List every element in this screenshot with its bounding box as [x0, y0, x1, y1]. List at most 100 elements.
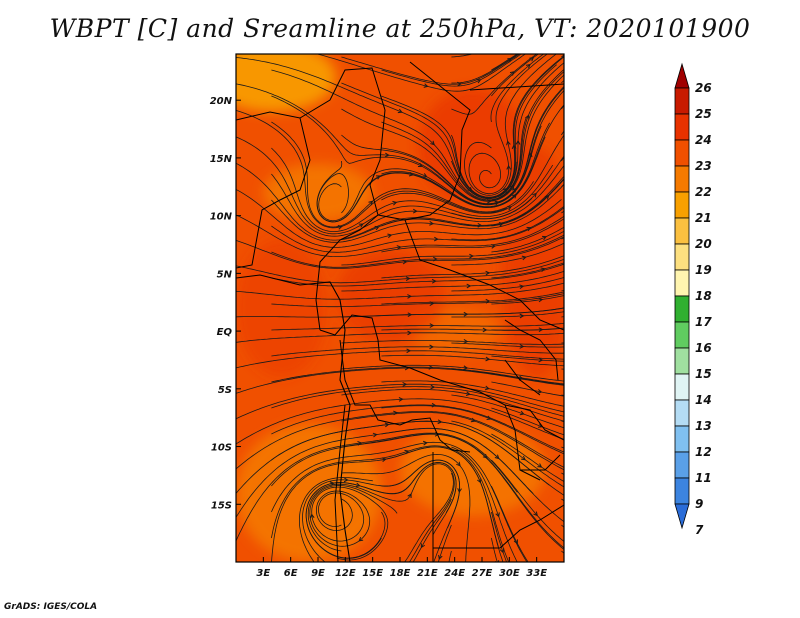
streamline-89 [451, 368, 564, 385]
streamline-arrow [431, 402, 437, 408]
colorbar-label: 7 [695, 523, 704, 537]
streamline-117 [298, 472, 454, 562]
streamline-arrow [431, 278, 437, 284]
streamline-arrow [397, 108, 403, 114]
streamline-6 [561, 54, 564, 58]
streamline-arrow [485, 298, 491, 304]
streamline-61 [451, 242, 564, 266]
streamline-84 [271, 346, 564, 357]
lon-tick-label: 6E [284, 568, 298, 579]
streamline-arrow [477, 222, 483, 228]
streamline-arrow [511, 144, 517, 150]
streamline-arrow [387, 233, 393, 239]
streamline-arrow [412, 208, 418, 214]
streamline-9 [491, 54, 518, 71]
streamline-arrow [407, 330, 413, 336]
streamline-arrow [398, 397, 404, 402]
streamline-arrow [407, 493, 412, 499]
streamline-arrow [573, 478, 577, 481]
streamline-67 [341, 271, 564, 292]
streamline-arrow [455, 54, 457, 55]
streamline-85 [381, 354, 564, 367]
streamline-arrow [495, 512, 500, 518]
streamline-41 [561, 183, 564, 188]
streamline-82 [451, 342, 564, 348]
streamline-arrow [537, 389, 543, 394]
colorbar-swatch-6 [674, 217, 690, 245]
lon-tick-label: 30E [499, 568, 520, 579]
streamline-arrow [572, 395, 576, 399]
lat-tick-label: 15S [211, 500, 232, 511]
colorbar-swatch-10 [674, 321, 690, 349]
streamline-arrow [485, 356, 491, 362]
streamline-12 [451, 54, 520, 84]
streamline-arrow [463, 311, 469, 317]
wbpt-region-7 [500, 146, 564, 378]
streamline-104 [561, 420, 564, 423]
streamline-arrow [433, 236, 439, 242]
streamline-arrow [396, 245, 402, 250]
streamline-arrow [476, 79, 482, 84]
streamline-69 [561, 289, 564, 292]
streamline-135 [491, 537, 498, 562]
lat-tick-label: 15N [210, 154, 233, 165]
streamline-arrow [521, 455, 526, 461]
colorbar-label: 26 [695, 81, 712, 95]
plot-title: WBPT [C] and Sreamline at 250hPa, VT: 20… [49, 14, 751, 43]
streamline-arrow [573, 341, 577, 345]
colorbar-label: 20 [695, 237, 712, 251]
lon-tick-label: 27E [472, 568, 493, 579]
colorbar-swatch-5 [674, 191, 690, 219]
streamline-arrow [574, 451, 578, 455]
streamline-60 [341, 230, 564, 266]
colorbar-swatch-15 [674, 451, 690, 479]
streamline-arrow [523, 48, 527, 52]
streamline-23 [490, 54, 545, 123]
longitude-axis: 3E 6E 9E 12E 15E 18E 21E 24E 27E 30E 33E [256, 557, 547, 579]
streamline-arrow [521, 255, 527, 261]
streamline-62 [561, 263, 564, 266]
streamline-arrow [540, 267, 546, 272]
streamline-5 [451, 54, 474, 58]
colorbar-top-arrow [674, 62, 690, 89]
lon-tick-label: 21E [417, 568, 438, 579]
streamline-71 [381, 291, 564, 305]
streamline-arrow [358, 223, 364, 228]
colorbar-swatch-16 [674, 477, 690, 505]
colorbar-swatch-12 [674, 373, 690, 401]
streamline-arrow [402, 382, 408, 387]
latitude-axis: 20N 15N 10N 5N EQ 5S 10S 15S [210, 96, 241, 511]
lat-tick-label: 10S [211, 443, 232, 454]
streamline-arrow [337, 225, 343, 230]
streamline-arrow [407, 294, 412, 299]
colorbar-label: 23 [695, 159, 712, 173]
streamline-139 [561, 550, 564, 554]
streamline-arrow [486, 198, 492, 204]
lon-tick-label: 12E [335, 568, 356, 579]
streamline-arrow [507, 57, 513, 63]
colorbar-label: 14 [695, 393, 712, 407]
streamline-96 [451, 394, 564, 429]
streamline-arrow [375, 175, 381, 180]
streamline-57 [381, 218, 564, 253]
streamline-65 [491, 262, 564, 279]
streamline-arrow [463, 339, 469, 344]
country-borders [236, 61, 564, 562]
streamline-110 [451, 446, 518, 562]
streamline-arrow [485, 270, 491, 276]
streamline-arrow [406, 348, 412, 354]
streamline-arrow [509, 34, 513, 37]
streamline-arrow [575, 286, 579, 290]
lon-tick-label: 9E [311, 568, 325, 579]
streamline-arrow [463, 365, 469, 371]
streamline-arrow [393, 410, 398, 416]
streamline-111 [561, 446, 564, 449]
streamline-arrow [392, 200, 398, 206]
streamline-arrow [430, 384, 436, 390]
streamline-54 [451, 205, 564, 241]
streamline-arrow [525, 63, 531, 69]
streamline-arrow [372, 432, 378, 438]
streamline-arrow [574, 139, 578, 143]
streamline-arrow [532, 192, 537, 198]
